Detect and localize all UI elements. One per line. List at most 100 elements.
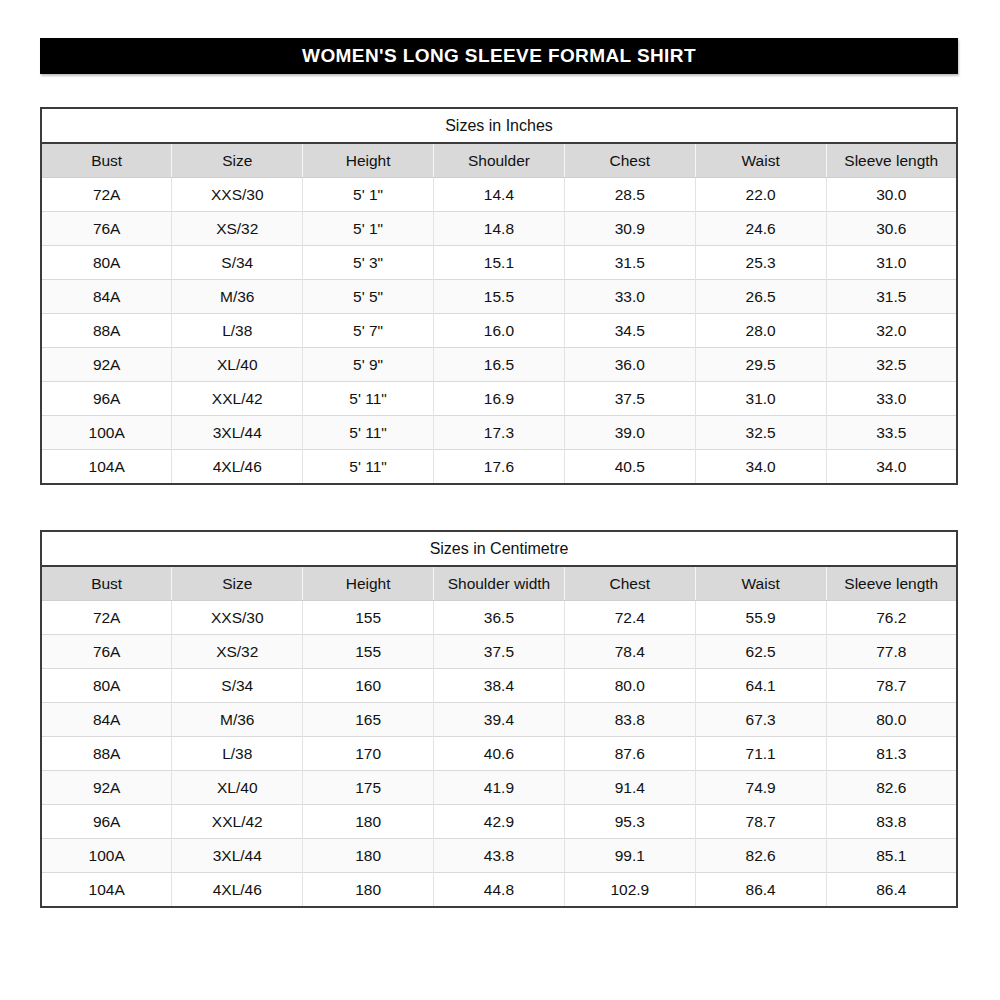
table-cell: 82.6 [695,839,826,873]
table-title: Sizes in Inches [41,108,957,143]
table-row: 88AL/3817040.687.671.181.3 [41,737,957,771]
table-cell: XL/40 [172,348,303,382]
table-cell: 30.9 [564,212,695,246]
table-cell: 15.1 [434,246,565,280]
table-cell: M/36 [172,703,303,737]
table-cell: 80.0 [564,669,695,703]
table-cell: 76A [41,212,172,246]
table-cell: 43.8 [434,839,565,873]
table-cell: 86.4 [695,873,826,908]
table-cell: 95.3 [564,805,695,839]
table-cell: 92A [41,771,172,805]
table-cell: 31.0 [826,246,957,280]
table-cell: 104A [41,873,172,908]
table-cell: 88A [41,737,172,771]
inches-table-body: 72AXXS/305' 1"14.428.522.030.076AXS/325'… [41,178,957,485]
table-cell: 74.9 [695,771,826,805]
table-cell: 4XL/46 [172,873,303,908]
column-header: Sleeve length [826,566,957,601]
table-cell: 16.0 [434,314,565,348]
table-cell: 71.1 [695,737,826,771]
table-cell: 175 [303,771,434,805]
column-header: Height [303,143,434,178]
table-row: 104A4XL/465' 11"17.640.534.034.0 [41,450,957,485]
table-cell: 80A [41,246,172,280]
table-cell: 82.6 [826,771,957,805]
table-cell: 72A [41,178,172,212]
table-cell: XL/40 [172,771,303,805]
table-cell: M/36 [172,280,303,314]
table-cell: 3XL/44 [172,416,303,450]
table-cell: 33.5 [826,416,957,450]
table-cell: 77.8 [826,635,957,669]
table-cell: 30.0 [826,178,957,212]
column-header: Height [303,566,434,601]
table-cell: 5' 11" [303,450,434,485]
column-header-row: BustSizeHeightShoulder widthChestWaistSl… [41,566,957,601]
table-cell: XS/32 [172,635,303,669]
table-title: Sizes in Centimetre [41,531,957,566]
table-title-row: Sizes in Inches [41,108,957,143]
table-cell: 96A [41,805,172,839]
table-row: 80AS/3416038.480.064.178.7 [41,669,957,703]
table-cell: 34.0 [826,450,957,485]
table-cell: 17.6 [434,450,565,485]
table-cell: 5' 5" [303,280,434,314]
table-cell: 80.0 [826,703,957,737]
table-cell: 102.9 [564,873,695,908]
table-row: 72AXXS/3015536.572.455.976.2 [41,601,957,635]
table-row: 96AXXL/4218042.995.378.783.8 [41,805,957,839]
table-cell: 32.5 [695,416,826,450]
table-cell: 22.0 [695,178,826,212]
table-row: 100A3XL/445' 11"17.339.032.533.5 [41,416,957,450]
table-cell: 40.5 [564,450,695,485]
column-header: Shoulder [434,143,565,178]
table-cell: 39.4 [434,703,565,737]
table-cell: 28.5 [564,178,695,212]
table-cell: 170 [303,737,434,771]
table-cell: 88A [41,314,172,348]
table-cell: 87.6 [564,737,695,771]
table-cell: 37.5 [564,382,695,416]
table-cell: 84A [41,703,172,737]
table-row: 96AXXL/425' 11"16.937.531.033.0 [41,382,957,416]
table-cell: 32.5 [826,348,957,382]
column-header-row: BustSizeHeightShoulderChestWaistSleeve l… [41,143,957,178]
column-header: Bust [41,143,172,178]
table-cell: 5' 3" [303,246,434,280]
table-cell: 33.0 [564,280,695,314]
table-cell: 78.7 [826,669,957,703]
table-cell: 5' 1" [303,178,434,212]
table-cell: 5' 7" [303,314,434,348]
page-title: WOMEN'S LONG SLEEVE FORMAL SHIRT [302,45,696,67]
table-title-row: Sizes in Centimetre [41,531,957,566]
table-cell: 100A [41,416,172,450]
table-cell: 36.0 [564,348,695,382]
table-cell: 38.4 [434,669,565,703]
table-cell: 36.5 [434,601,565,635]
table-cell: 180 [303,873,434,908]
table-cell: 42.9 [434,805,565,839]
sizes-in-inches-table: Sizes in Inches BustSizeHeightShoulderCh… [40,107,958,485]
table-cell: 33.0 [826,382,957,416]
table-cell: 72A [41,601,172,635]
table-row: 76AXS/3215537.578.462.577.8 [41,635,957,669]
table-cell: XS/32 [172,212,303,246]
table-cell: 28.0 [695,314,826,348]
table-cell: 76.2 [826,601,957,635]
table-cell: 39.0 [564,416,695,450]
table-cell: 86.4 [826,873,957,908]
table-cell: 3XL/44 [172,839,303,873]
table-cell: 17.3 [434,416,565,450]
column-header: Sleeve length [826,143,957,178]
table-cell: 37.5 [434,635,565,669]
table-cell: 155 [303,635,434,669]
column-header: Waist [695,566,826,601]
table-cell: 5' 11" [303,416,434,450]
table-row: 84AM/365' 5"15.533.026.531.5 [41,280,957,314]
table-cell: 104A [41,450,172,485]
table-cell: 180 [303,839,434,873]
table-row: 88AL/385' 7"16.034.528.032.0 [41,314,957,348]
table-cell: 83.8 [564,703,695,737]
table-cell: 5' 11" [303,382,434,416]
